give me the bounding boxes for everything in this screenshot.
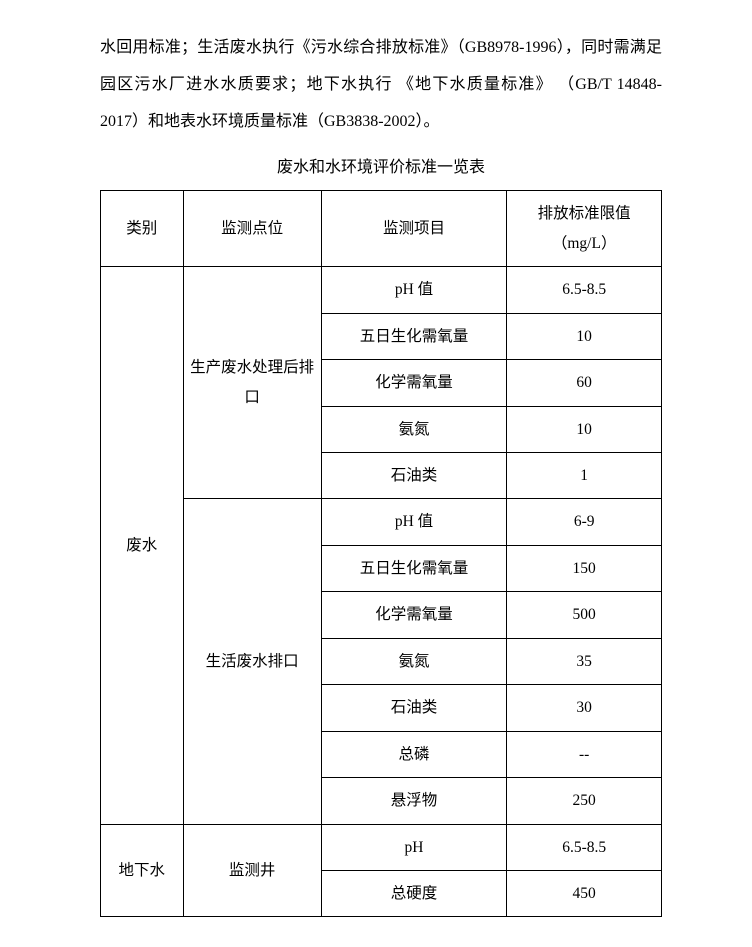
cell-limit: 250 xyxy=(507,778,662,824)
cell-limit: 500 xyxy=(507,592,662,638)
table-row: 生活废水排口 pH 值 6-9 xyxy=(101,499,662,545)
header-category: 类别 xyxy=(101,191,184,267)
cell-limit: 30 xyxy=(507,685,662,731)
cell-category-wastewater: 废水 xyxy=(101,267,184,824)
table-header-row: 类别 监测点位 监测项目 排放标准限值（mg/L） xyxy=(101,191,662,267)
cell-item: 化学需氧量 xyxy=(321,592,507,638)
cell-limit: 1 xyxy=(507,453,662,499)
cell-item: 氨氮 xyxy=(321,638,507,684)
table-row: 地下水 监测井 pH 6.5-8.5 xyxy=(101,824,662,870)
cell-limit: 35 xyxy=(507,638,662,684)
cell-limit: 10 xyxy=(507,313,662,359)
cell-item: pH 值 xyxy=(321,267,507,313)
table-caption: 废水和水环境评价标准一览表 xyxy=(100,152,662,184)
cell-limit: 6.5-8.5 xyxy=(507,267,662,313)
cell-item: 化学需氧量 xyxy=(321,360,507,406)
header-point: 监测点位 xyxy=(183,191,321,267)
cell-point-prod: 生产废水处理后排口 xyxy=(183,267,321,499)
cell-limit: -- xyxy=(507,731,662,777)
standards-table: 类别 监测点位 监测项目 排放标准限值（mg/L） 废水 生产废水处理后排口 p… xyxy=(100,190,662,917)
cell-item: 五日生化需氧量 xyxy=(321,545,507,591)
cell-limit: 60 xyxy=(507,360,662,406)
cell-point-well: 监测井 xyxy=(183,824,321,917)
cell-item: 总磷 xyxy=(321,731,507,777)
cell-item: 总硬度 xyxy=(321,870,507,916)
cell-item: 五日生化需氧量 xyxy=(321,313,507,359)
header-limit: 排放标准限值（mg/L） xyxy=(507,191,662,267)
cell-limit: 450 xyxy=(507,870,662,916)
cell-category-groundwater: 地下水 xyxy=(101,824,184,917)
intro-paragraph: 水回用标准；生活废水执行《污水综合排放标准》（GB8978-1996），同时需满… xyxy=(100,30,662,140)
cell-point-life: 生活废水排口 xyxy=(183,499,321,824)
cell-item: pH 值 xyxy=(321,499,507,545)
cell-item: 氨氮 xyxy=(321,406,507,452)
header-item: 监测项目 xyxy=(321,191,507,267)
cell-limit: 150 xyxy=(507,545,662,591)
cell-item: pH xyxy=(321,824,507,870)
cell-limit: 6-9 xyxy=(507,499,662,545)
table-row: 废水 生产废水处理后排口 pH 值 6.5-8.5 xyxy=(101,267,662,313)
intro-text: 水回用标准；生活废水执行《污水综合排放标准》（GB8978-1996），同时需满… xyxy=(100,39,662,130)
cell-item: 悬浮物 xyxy=(321,778,507,824)
cell-limit: 6.5-8.5 xyxy=(507,824,662,870)
cell-item: 石油类 xyxy=(321,453,507,499)
cell-item: 石油类 xyxy=(321,685,507,731)
cell-limit: 10 xyxy=(507,406,662,452)
